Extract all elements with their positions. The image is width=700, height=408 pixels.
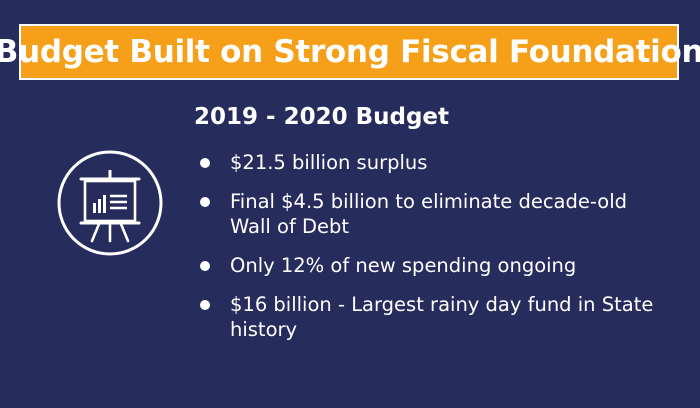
list-item: Only 12% of new spending ongoing [200, 253, 670, 278]
bullet-text: Only 12% of new spending ongoing [230, 254, 577, 277]
title-banner: Budget Built on Strong Fiscal Foundation [0, 24, 700, 80]
bullet-icon [200, 197, 210, 207]
list-item: $21.5 billion surplus [200, 150, 670, 175]
bullet-text: Final $4.5 billion to eliminate decade-o… [230, 190, 628, 238]
budget-heading: 2019 - 2020 Budget [194, 104, 450, 130]
presentation-board-icon [55, 148, 165, 258]
list-item: Final $4.5 billion to eliminate decade-o… [200, 189, 670, 239]
bullet-icon [200, 300, 210, 310]
slide-title: Budget Built on Strong Fiscal Foundation [0, 34, 700, 70]
bullet-list: $21.5 billion surplus Final $4.5 billion… [200, 150, 670, 356]
bullet-icon [200, 261, 210, 271]
bullet-text: $16 billion - Largest rainy day fund in … [230, 293, 654, 341]
list-item: $16 billion - Largest rainy day fund in … [200, 292, 670, 342]
bullet-icon [200, 158, 210, 168]
bullet-text: $21.5 billion surplus [230, 151, 428, 174]
